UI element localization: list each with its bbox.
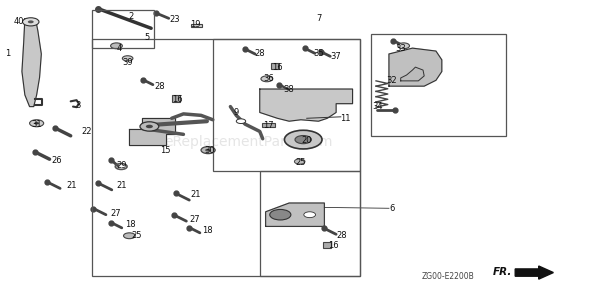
Text: 25: 25: [131, 231, 142, 240]
Text: eReplacementParts.com: eReplacementParts.com: [164, 135, 332, 149]
Text: 4: 4: [116, 44, 122, 53]
Bar: [262, 123, 275, 127]
Bar: [191, 24, 202, 27]
Bar: [93, 10, 154, 48]
Text: 38: 38: [284, 85, 294, 94]
Text: 28: 28: [155, 82, 165, 91]
Bar: [271, 63, 279, 69]
Bar: [260, 171, 359, 276]
Text: 27: 27: [110, 209, 121, 218]
Text: 9: 9: [234, 108, 239, 117]
Text: 28: 28: [337, 231, 348, 240]
Text: 35: 35: [313, 50, 324, 58]
Circle shape: [122, 56, 133, 61]
Polygon shape: [129, 118, 175, 145]
Circle shape: [295, 135, 312, 144]
Text: 40: 40: [14, 17, 24, 26]
Text: 20: 20: [301, 136, 312, 145]
Text: 7: 7: [316, 14, 321, 23]
Text: 30: 30: [205, 146, 215, 155]
Polygon shape: [401, 67, 424, 81]
Text: 15: 15: [160, 146, 171, 155]
Text: 29: 29: [116, 160, 127, 170]
Circle shape: [284, 130, 322, 149]
Circle shape: [140, 122, 159, 131]
Bar: [93, 39, 359, 276]
Text: 25: 25: [296, 158, 306, 167]
Text: 34: 34: [372, 102, 382, 111]
Text: 16: 16: [272, 63, 283, 72]
Circle shape: [30, 120, 44, 127]
Text: 22: 22: [81, 127, 92, 136]
Text: 21: 21: [116, 181, 127, 190]
Circle shape: [304, 212, 316, 218]
Circle shape: [398, 43, 409, 49]
Text: 18: 18: [125, 220, 136, 230]
Text: 26: 26: [52, 156, 63, 165]
Polygon shape: [389, 48, 442, 86]
Text: 31: 31: [31, 119, 42, 129]
Text: 28: 28: [254, 50, 265, 58]
Text: 18: 18: [202, 226, 212, 235]
Circle shape: [110, 43, 122, 49]
Text: 32: 32: [386, 76, 397, 85]
Circle shape: [22, 18, 39, 26]
Circle shape: [205, 149, 211, 152]
Circle shape: [34, 122, 39, 124]
Bar: [323, 242, 332, 248]
Circle shape: [294, 159, 305, 164]
Text: 37: 37: [331, 53, 342, 61]
Text: 11: 11: [340, 114, 350, 123]
Text: 5: 5: [145, 33, 150, 42]
Text: FR.: FR.: [493, 267, 512, 277]
Circle shape: [236, 119, 245, 124]
Text: 23: 23: [169, 15, 180, 24]
Circle shape: [201, 147, 215, 154]
Text: 1: 1: [5, 50, 10, 58]
Text: ZG00-E2200B: ZG00-E2200B: [421, 272, 474, 281]
Text: 21: 21: [190, 190, 201, 199]
Text: 16: 16: [172, 95, 183, 104]
Text: 27: 27: [190, 214, 201, 224]
Polygon shape: [266, 203, 324, 226]
Polygon shape: [22, 19, 41, 106]
Text: 17: 17: [263, 121, 274, 130]
Bar: [172, 95, 181, 101]
Text: 39: 39: [122, 58, 133, 67]
Text: 16: 16: [328, 241, 339, 250]
Text: 33: 33: [395, 44, 406, 53]
Text: 2: 2: [128, 12, 133, 20]
Bar: [213, 39, 359, 171]
Text: 21: 21: [67, 181, 77, 190]
Polygon shape: [260, 89, 353, 121]
Text: 19: 19: [190, 20, 201, 29]
Bar: [371, 34, 506, 136]
Text: 36: 36: [263, 74, 274, 83]
Circle shape: [28, 20, 34, 23]
Text: 3: 3: [75, 101, 80, 110]
FancyArrow shape: [515, 266, 553, 279]
Circle shape: [270, 209, 291, 220]
Circle shape: [146, 125, 153, 128]
Circle shape: [261, 76, 273, 82]
Circle shape: [123, 233, 135, 239]
Text: 6: 6: [389, 204, 395, 213]
